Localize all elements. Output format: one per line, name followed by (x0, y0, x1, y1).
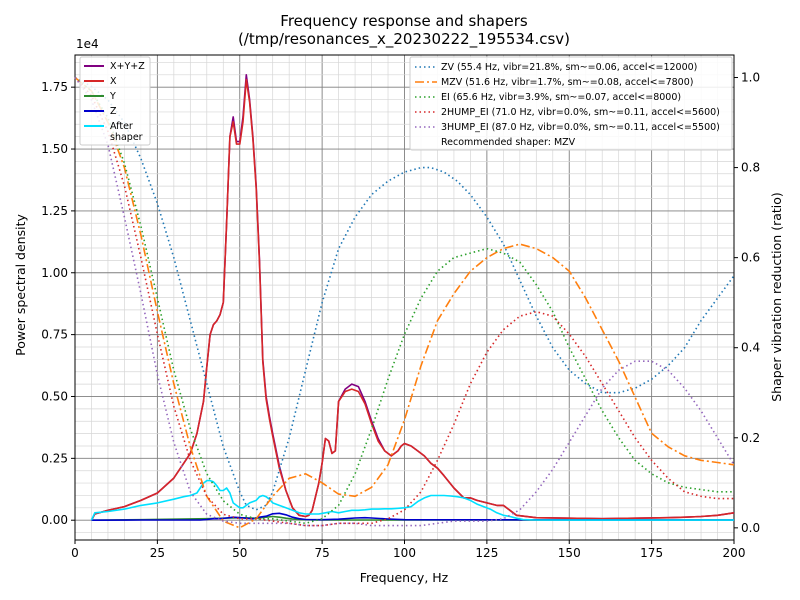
y-tick-label: 0.75 (41, 328, 68, 342)
legend-psd: X+Y+Z XYZ After shaper (79, 56, 151, 146)
legend-psd-frame (79, 56, 151, 146)
x-tick-label: 50 (232, 546, 247, 560)
y2-tick-label: 0.6 (741, 251, 760, 265)
x-axis-label: Frequency, Hz (360, 570, 449, 585)
legend-shaper-label: MZV (51.6 Hz, vibr=1.7%, sm~=0.08, accel… (441, 77, 693, 88)
recommended-shaper: Recommended shaper: MZV (441, 137, 576, 148)
legend-psd-label: Z (110, 106, 117, 117)
legend-psd-label-line: After (110, 121, 133, 132)
y-tick-label: 0.00 (41, 513, 68, 527)
legend-psd-label-line: Z (110, 106, 117, 117)
psd-line-1 (90, 78, 735, 521)
y-tick-label: 0.50 (41, 389, 68, 403)
chart-title: Frequency response and shapers (280, 12, 528, 30)
y-tick-label: 1.00 (41, 266, 68, 280)
legend-shaper-label: 2HUMP_EI (71.0 Hz, vibr=0.0%, sm~=0.11, … (441, 107, 720, 118)
y-axis-label: Power spectral density (13, 214, 28, 356)
shaper-line-1 (74, 76, 735, 529)
psd-series (90, 74, 735, 522)
y-tick-label: 1.50 (41, 142, 68, 156)
psd-line-3 (91, 512, 735, 522)
y2-tick-label: 0.0 (741, 521, 760, 535)
y-tick-label: 0.25 (41, 451, 68, 465)
x-tick-label: 100 (393, 546, 416, 560)
y2-tick-label: 0.4 (741, 341, 760, 355)
legend-shaper-label: EI (65.6 Hz, vibr=3.9%, sm~=0.07, accel<… (441, 92, 681, 103)
x-tick-label: 75 (314, 546, 329, 560)
legend-shaper-label: ZV (55.4 Hz, vibr=21.8%, sm~=0.06, accel… (441, 62, 697, 73)
legend-psd-label-line: X (110, 76, 117, 87)
legend-psd-label: After shaper (110, 121, 143, 143)
y-tick-label: 1.25 (41, 204, 68, 218)
legend-psd-label-line: X+Y+Z (110, 61, 145, 72)
shaper-series (74, 76, 735, 529)
y2-tick-label: 0.8 (741, 161, 760, 175)
axis-ticks: 0 25 50 75 100 125 150 175 200 0.00 0.25 0.50 0.75 1.… (41, 71, 760, 560)
x-tick-label: 175 (640, 546, 663, 560)
legend-psd-label-line: shaper (110, 132, 143, 143)
shaper-line-3 (74, 76, 734, 527)
x-tick-label: 0 (71, 546, 79, 560)
legend-shaper-label: 3HUMP_EI (87.0 Hz, vibr=0.0%, sm~=0.11, … (441, 122, 720, 133)
y2-axis-label: Shaper vibration reduction (ratio) (769, 192, 784, 402)
legend-psd-label-line: Y (109, 91, 116, 102)
x-tick-label: 200 (723, 546, 746, 560)
shaper-line-4 (74, 77, 735, 527)
legend-shapers: ZV (55.4 Hz, vibr=21.8%, sm~=0.06, accel… (409, 56, 733, 151)
chart-subtitle: (/tmp/resonances_x_20230222_195534.csv) (238, 30, 570, 49)
y-scale-label: 1e4 (76, 37, 99, 51)
x-tick-label: 125 (475, 546, 498, 560)
y2-tick-label: 0.2 (741, 431, 760, 445)
legend-psd-label: X+Y+Z (110, 61, 145, 72)
x-tick-label: 150 (558, 546, 581, 560)
legend-shapers-frame (409, 56, 733, 151)
psd-line-4 (90, 479, 734, 521)
y-tick-label: 1.75 (41, 80, 68, 94)
legend-psd-label: Y (109, 91, 116, 102)
shaper-line-0 (74, 76, 735, 511)
x-tick-label: 25 (150, 546, 165, 560)
legend-psd-label: X (110, 76, 117, 87)
y2-tick-label: 1.0 (741, 71, 760, 85)
